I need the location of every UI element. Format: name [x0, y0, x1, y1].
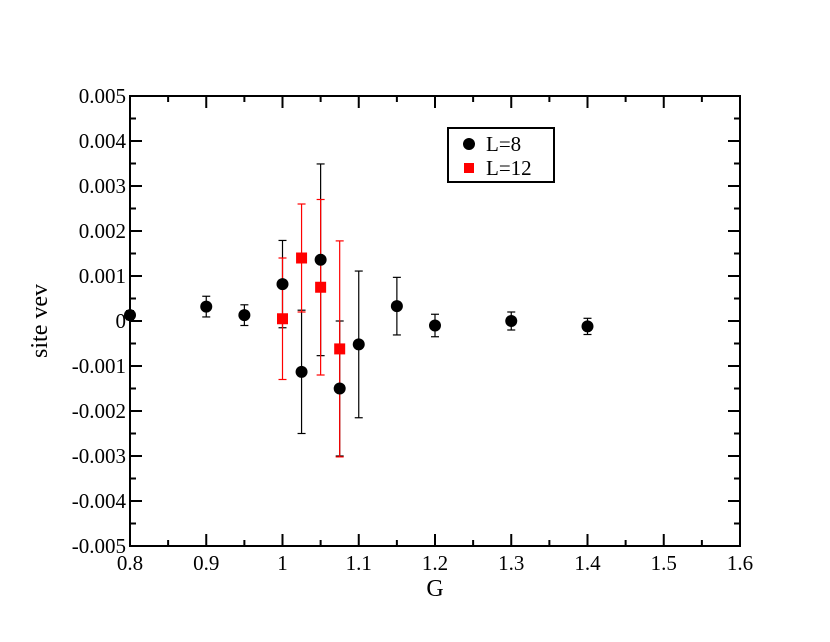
x-tick-label: 1 [277, 551, 288, 575]
x-tick-label: 1.6 [727, 551, 753, 575]
data-point-square [296, 252, 308, 264]
data-point-circle [429, 319, 441, 332]
y-tick-label: -0.001 [72, 354, 126, 378]
data-point-circle [200, 300, 213, 313]
y-tick-label: 0.004 [79, 129, 127, 153]
data-point-square [277, 313, 288, 325]
x-tick-label: 1.4 [574, 551, 601, 575]
y-tick-label: 0.002 [79, 219, 126, 243]
data-point-square [334, 343, 346, 355]
y-tick-label: 0.001 [79, 264, 126, 288]
x-tick-label: 1.2 [422, 551, 448, 575]
y-tick-label: 0 [116, 309, 127, 333]
axis-ticks [129, 95, 741, 547]
x-axis-label: G [426, 576, 443, 602]
legend-label: L=12 [486, 156, 532, 180]
data-point-circle [581, 320, 594, 333]
data-point-square [315, 281, 327, 293]
data-point-circle [352, 338, 365, 351]
data-point-circle [314, 253, 327, 266]
x-tick-label: 1.5 [651, 551, 677, 575]
y-tick-label: -0.003 [72, 444, 126, 468]
x-tick-label: 0.8 [117, 551, 143, 575]
data-point-circle [333, 382, 346, 395]
legend: L=8L=12 [447, 127, 555, 183]
legend-marker-square [464, 163, 474, 173]
data-markers [124, 252, 594, 395]
x-tick-label: 1.3 [498, 551, 524, 575]
legend-marker-circle [463, 138, 475, 150]
data-point-circle [295, 365, 308, 378]
x-tick-label: 1.1 [346, 551, 372, 575]
error-bars [126, 163, 592, 458]
y-tick-label: 0.003 [79, 174, 126, 198]
legend-label: L=8 [486, 132, 521, 156]
data-point-circle [238, 309, 251, 322]
data-point-circle [276, 278, 289, 291]
data-point-circle [505, 315, 518, 327]
y-tick-label: -0.005 [72, 534, 126, 558]
y-tick-label: -0.004 [72, 489, 127, 513]
y-axis-label: site vev [27, 284, 53, 358]
x-tick-labels: 0.8 0.9 1 1.1 1.2 1.3 1.4 1.5 1.6 [117, 551, 753, 575]
data-point-circle [390, 300, 403, 313]
x-tick-label: 0.9 [193, 551, 219, 575]
y-tick-label: 0.005 [79, 84, 126, 108]
y-tick-labels: 0.005 0.004 0.003 0.002 0.001 0 -0.001 -0.002 -0… [72, 84, 127, 558]
y-tick-label: -0.002 [72, 399, 126, 423]
